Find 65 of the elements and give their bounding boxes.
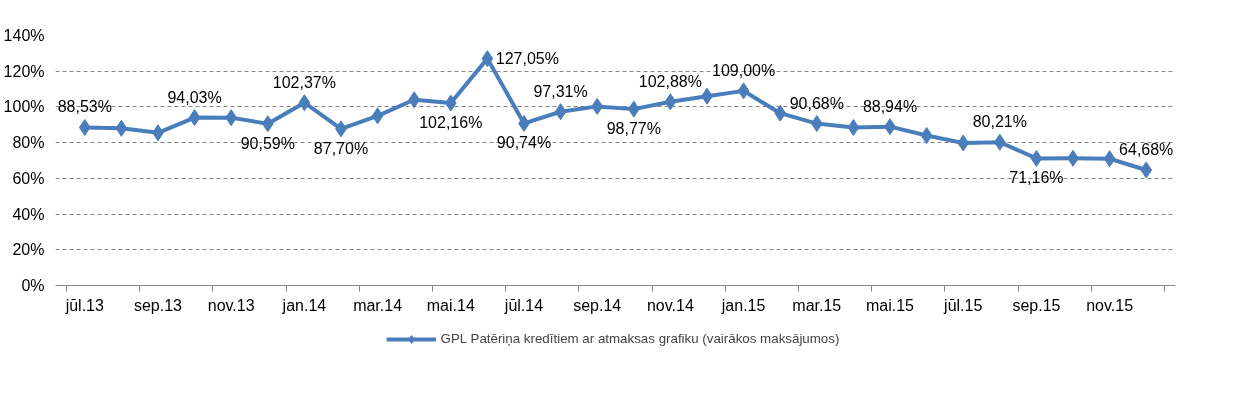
x-tick-label: jūl.15 [943, 296, 983, 314]
data-label: 88,53% [57, 98, 112, 116]
data-label: 90,74% [496, 134, 552, 152]
y-tick-label: 80% [12, 134, 45, 152]
point [1140, 161, 1153, 179]
y-tick-label: 20% [12, 241, 45, 259]
point [408, 91, 421, 109]
data-label: 98,77% [606, 120, 661, 138]
x-tick-label: sep.15 [1012, 296, 1061, 314]
data-label: 97,31% [533, 82, 588, 100]
y-tick-label: 120% [3, 62, 45, 80]
point [810, 115, 823, 133]
data-label: 102,16% [419, 114, 483, 132]
point [371, 107, 384, 125]
x-tick-label: jūl.13 [64, 296, 105, 314]
x-tick-label: sep.13 [133, 296, 183, 314]
data-label: 102,37% [272, 73, 336, 91]
x-tick-label: jan.15 [720, 296, 766, 314]
y-tick-label: 40% [12, 205, 45, 223]
point [774, 104, 787, 122]
point [664, 93, 677, 111]
point [444, 94, 457, 112]
x-tick-label: nov.15 [1086, 296, 1134, 314]
point [481, 50, 494, 68]
point [847, 118, 860, 136]
data-label: 64,68% [1119, 141, 1174, 158]
legend-label: GPL Patēriņa kredītiem ar atmaksas grafiku (vairākos maksājumos) [440, 331, 840, 346]
point [78, 118, 91, 136]
point [225, 109, 238, 127]
point [737, 82, 750, 100]
x-tick-label: jan.14 [281, 296, 327, 314]
point [298, 94, 311, 112]
x-tick-label: mar.15 [792, 296, 842, 314]
point [920, 127, 933, 144]
data-label: 80,21% [972, 113, 1027, 131]
data-label: 90,68% [789, 94, 844, 112]
point [1103, 150, 1116, 168]
point [261, 115, 274, 133]
x-tick-label: nov.14 [646, 296, 694, 314]
data-label: 127,05% [495, 49, 559, 67]
data-label: 71,16% [1009, 169, 1064, 187]
point [993, 133, 1006, 151]
y-tick-label: 60% [12, 169, 45, 187]
x-tick-label: mai.14 [426, 296, 475, 314]
point [1030, 149, 1043, 167]
data-label: 88,94% [862, 97, 918, 115]
point [188, 109, 201, 127]
point [554, 103, 567, 121]
point [957, 134, 970, 152]
data-label: 109,00% [712, 61, 776, 79]
data-label: 90,59% [240, 134, 295, 152]
point [115, 119, 128, 137]
y-tick-label: 140% [3, 27, 45, 44]
x-tick-label: mar.14 [353, 296, 403, 314]
x-tick-label: nov.13 [207, 296, 255, 314]
point [591, 97, 604, 115]
y-tick-label: 0% [21, 277, 45, 294]
data-label: 87,70% [313, 139, 369, 157]
x-tick-label: mai.15 [866, 296, 915, 314]
data-label: 102,88% [638, 72, 702, 90]
x-tick-label: jūl.14 [503, 296, 544, 314]
point [627, 100, 640, 118]
x-tick-label: sep.14 [573, 296, 622, 314]
data-label: 94,03% [167, 88, 222, 106]
y-tick-label: 100% [3, 98, 45, 116]
